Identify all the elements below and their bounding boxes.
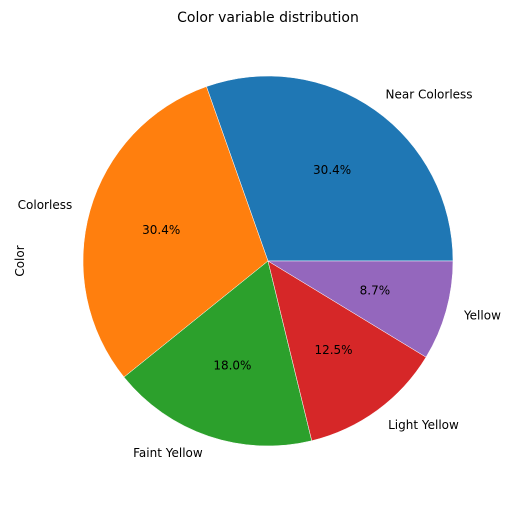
pie-slice-colorless bbox=[82, 86, 269, 378]
slice-label-near-colorless: Near Colorless bbox=[386, 87, 473, 101]
pie-slice-near-colorless bbox=[206, 75, 454, 262]
slice-percent-yellow: 8.7% bbox=[360, 283, 391, 297]
slice-label-light-yellow: Light Yellow bbox=[388, 418, 459, 432]
slice-percent-light-yellow: 12.5% bbox=[314, 343, 352, 357]
slice-percent-colorless: 30.4% bbox=[142, 223, 180, 237]
y-axis-label: Color bbox=[13, 245, 27, 276]
slice-label-yellow: Yellow bbox=[463, 308, 501, 322]
pie-slice-faint-yellow bbox=[123, 260, 313, 447]
pie-slices bbox=[82, 75, 454, 447]
pie-labels: Near Colorless 30.4% Colorless 30.4% Faint Y… bbox=[18, 87, 501, 460]
pie-slice-yellow bbox=[267, 260, 454, 358]
slice-percent-faint-yellow: 18.0% bbox=[213, 359, 251, 373]
pie-slice-light-yellow bbox=[267, 260, 427, 442]
slice-percent-near-colorless: 30.4% bbox=[313, 163, 351, 177]
slice-label-faint-yellow: Faint Yellow bbox=[133, 446, 203, 460]
slice-label-colorless: Colorless bbox=[18, 198, 73, 212]
chart-title: Color variable distribution bbox=[177, 10, 359, 26]
